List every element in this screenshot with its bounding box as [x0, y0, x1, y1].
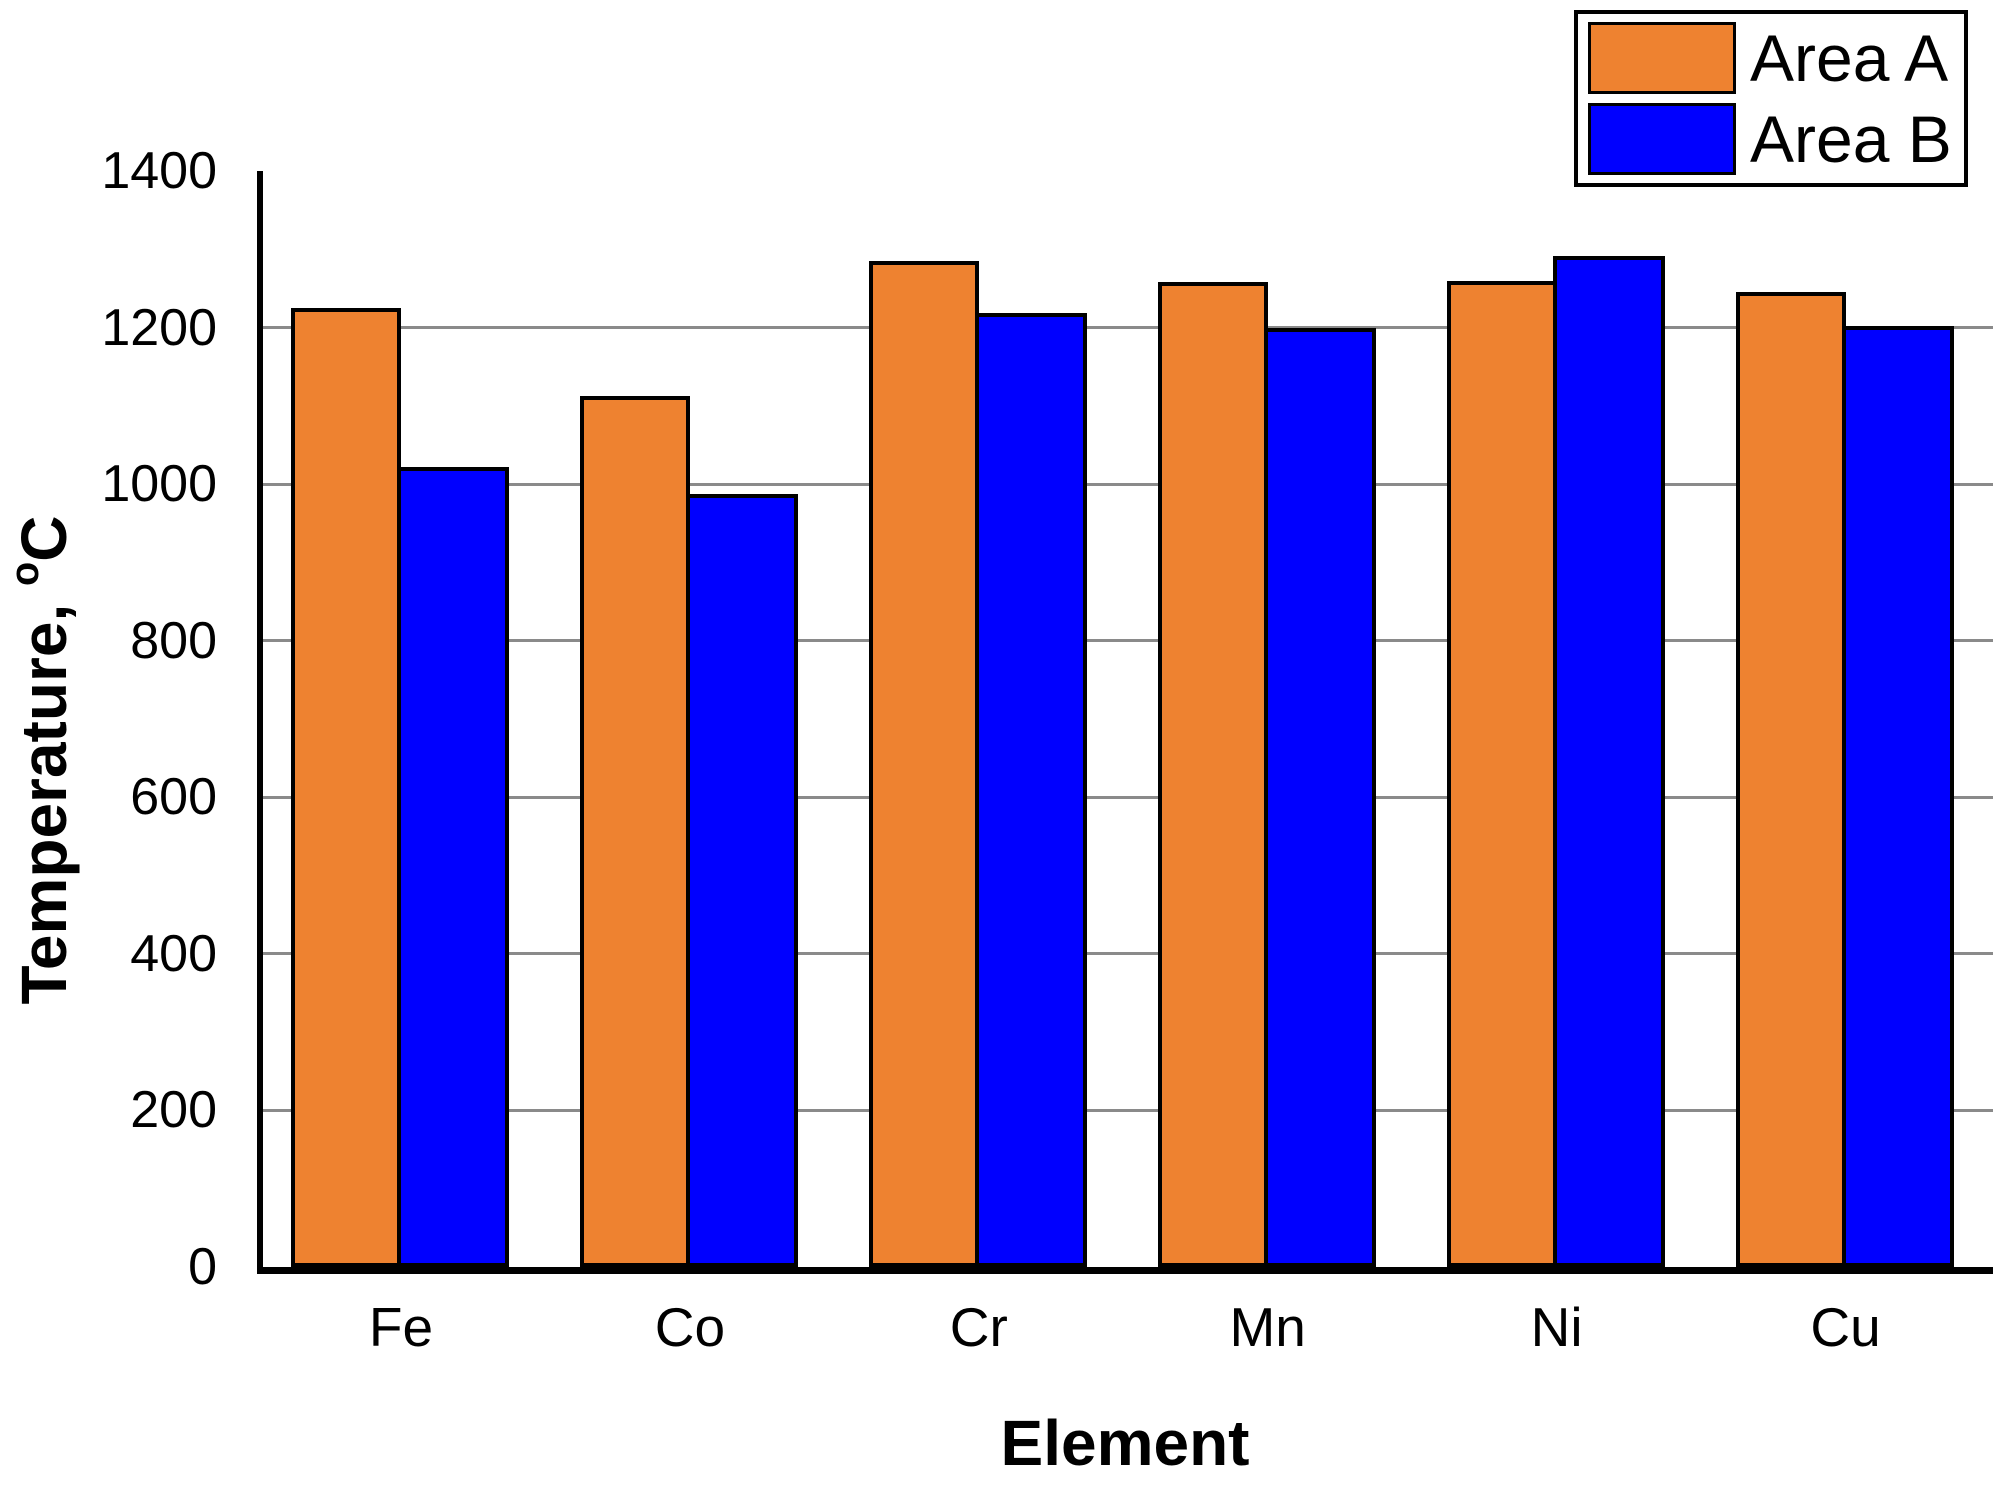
x-tick-label-mn: Mn: [1229, 1296, 1306, 1358]
bar-area-a-ni: [1446, 281, 1557, 1267]
bar-area-b-fe: [397, 467, 509, 1267]
bar-area-a-cu: [1735, 292, 1846, 1267]
bar-area-b-mn: [1263, 328, 1376, 1267]
bar-area-a-fe: [291, 308, 401, 1267]
y-tick-label-1400: 1400: [101, 142, 217, 200]
x-tick-label-cr: Cr: [949, 1296, 1008, 1358]
gridline-800: [263, 639, 1993, 643]
gridline-200: [263, 1108, 1993, 1112]
y-tick-label-1200: 1200: [101, 298, 217, 357]
y-tick-label-800: 800: [130, 611, 217, 670]
y-tick-label-400: 400: [130, 924, 217, 983]
legend-label-area-a: Area A: [1750, 21, 1949, 95]
x-tick-label-fe: Fe: [368, 1296, 434, 1358]
y-axis-unit: C: [8, 515, 80, 562]
x-tick-label-co: Co: [654, 1296, 726, 1358]
y-tick-label-1000: 1000: [101, 455, 217, 514]
legend-label-area-b: Area B: [1750, 102, 1952, 176]
legend: Area A Area B: [1574, 10, 1968, 187]
x-tick-label-ni: Ni: [1530, 1296, 1583, 1358]
y-axis-title-text: Temperature,: [8, 585, 80, 1005]
bar-area-a-cr: [868, 261, 979, 1267]
degree-symbol: o: [2, 561, 47, 586]
legend-swatch-area-a: [1588, 22, 1736, 94]
bar-area-a-co: [579, 396, 690, 1267]
legend-swatch-area-b: [1588, 103, 1736, 175]
gridline-400: [263, 952, 1993, 956]
bar-area-b-cu: [1841, 326, 1954, 1267]
x-tick-label-cu: Cu: [1810, 1296, 1881, 1358]
bar-area-b-cr: [974, 313, 1087, 1267]
x-axis-title: Element: [1000, 1407, 1250, 1479]
y-tick-label-0: 0: [188, 1238, 217, 1296]
bar-area-b-ni: [1552, 256, 1665, 1267]
bar-area-b-co: [685, 494, 798, 1267]
plot-area: [257, 171, 1993, 1274]
y-tick-label-600: 600: [130, 768, 217, 827]
gridline-1200: [263, 326, 1993, 330]
gridline-1000: [263, 482, 1993, 486]
y-axis-title: Temperature, oC: [3, 515, 81, 1005]
gridline-600: [263, 795, 1993, 799]
y-tick-label-200: 200: [130, 1081, 217, 1140]
bar-area-a-mn: [1157, 282, 1268, 1267]
